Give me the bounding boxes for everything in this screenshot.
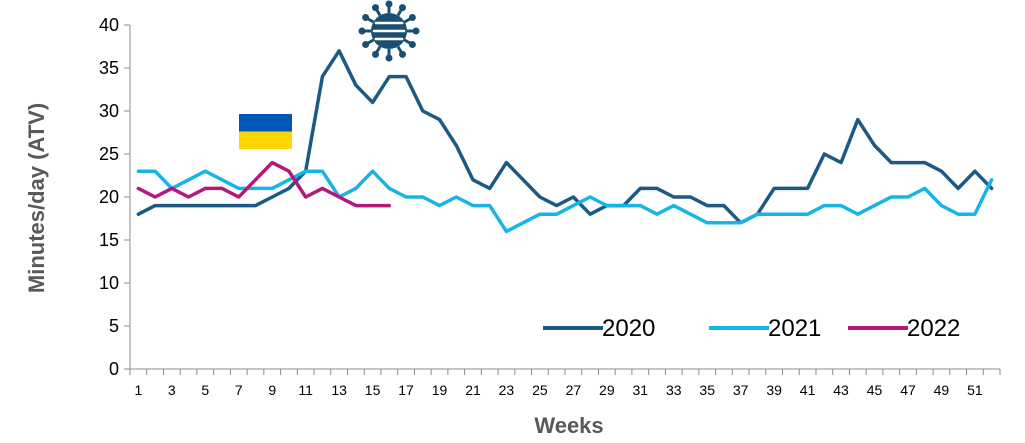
- x-tick-label: 29: [599, 382, 615, 398]
- x-tick-label: 41: [800, 382, 816, 398]
- legend-label-2021: 2021: [768, 315, 821, 342]
- x-tick-label: 45: [867, 382, 883, 398]
- x-tick-label: 15: [365, 382, 381, 398]
- x-tick-label: 23: [499, 382, 515, 398]
- x-tick-label: 7: [235, 382, 243, 398]
- ukraine-flag-icon: [239, 114, 292, 149]
- y-tick-label: 5: [109, 316, 119, 336]
- y-tick-label: 10: [99, 273, 119, 293]
- y-tick-label: 35: [99, 58, 119, 78]
- x-tick-label: 31: [632, 382, 648, 398]
- x-tick-labels: 1 3 5 7 9 11 13 15 17 19 21 23 25 27 29 31 33 35 37 39 41 43 4…: [134, 382, 982, 398]
- y-axis-title: Minutes/day (ATV): [24, 103, 49, 293]
- x-tick-label: 11: [298, 382, 313, 398]
- x-tick-label: 3: [168, 382, 176, 398]
- legend: 2020 2021 2022: [543, 315, 960, 342]
- y-tick-label: 25: [99, 144, 119, 164]
- x-tick-label: 39: [766, 382, 782, 398]
- x-tick-label: 33: [666, 382, 682, 398]
- legend-label-2020: 2020: [602, 315, 655, 342]
- x-tick-label: 25: [532, 382, 548, 398]
- x-tick-label: 19: [432, 382, 448, 398]
- y-tick-label: 30: [99, 101, 119, 121]
- annotation-icons: [239, 0, 420, 149]
- x-tick-label: 49: [934, 382, 950, 398]
- x-tick-label: 27: [566, 382, 582, 398]
- x-tick-label: 51: [967, 382, 983, 398]
- x-tick-label: 47: [900, 382, 916, 398]
- series-line-2021: [136, 169, 994, 234]
- virus-icon: [358, 0, 420, 62]
- y-tick-label: 20: [99, 187, 119, 207]
- y-tick-labels: 0 5 10 15 20 25 30 35 40: [99, 15, 119, 379]
- series-line-2022: [136, 160, 392, 208]
- x-axis-title: Weeks: [534, 413, 603, 438]
- y-tick-label: 40: [99, 15, 119, 35]
- x-tick-label: 9: [268, 382, 276, 398]
- series-lines: [136, 49, 994, 234]
- x-tick-label: 35: [699, 382, 715, 398]
- x-tick-label: 17: [398, 382, 414, 398]
- x-tick-label: 43: [833, 382, 849, 398]
- x-tick-label: 37: [733, 382, 749, 398]
- x-tick-label: 5: [201, 382, 209, 398]
- y-tick-label: 0: [109, 359, 119, 379]
- axes: [124, 24, 1001, 375]
- series-line-2020: [136, 49, 994, 225]
- x-tick-label: 21: [465, 382, 481, 398]
- y-tick-label: 15: [99, 230, 119, 250]
- legend-label-2022: 2022: [907, 315, 960, 342]
- x-tick-label: 13: [331, 382, 347, 398]
- x-tick-label: 1: [134, 382, 142, 398]
